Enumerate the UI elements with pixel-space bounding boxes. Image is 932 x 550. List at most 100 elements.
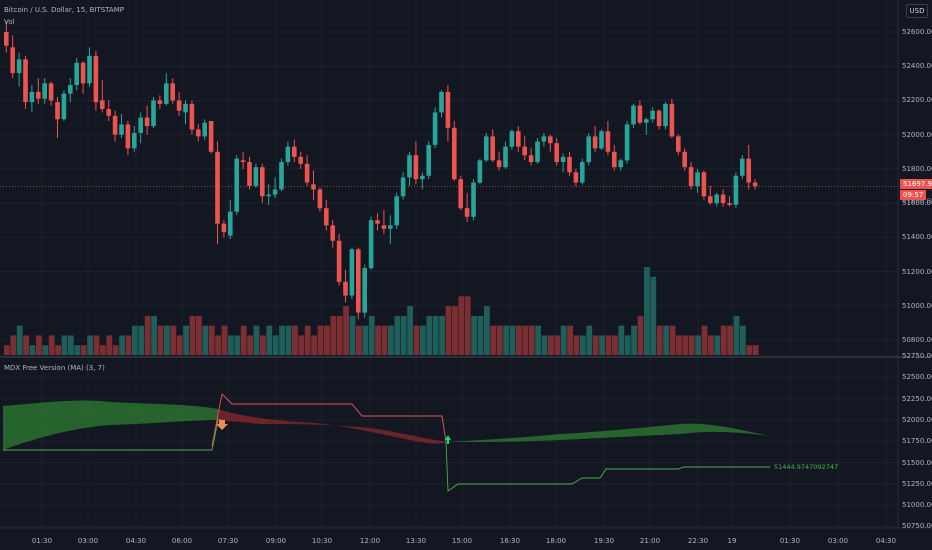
volume-bar (132, 325, 138, 355)
candle-body (375, 220, 380, 224)
candle-body (746, 158, 751, 183)
candle-body (464, 208, 470, 217)
volume-bar (42, 345, 49, 355)
candle-body (528, 155, 534, 163)
candle-body (4, 32, 9, 46)
candle-body (432, 112, 438, 145)
volume-bar (189, 315, 196, 355)
time-axis-label: 04:30 (875, 537, 897, 545)
candle-body (157, 100, 163, 104)
volume-bar (266, 325, 273, 355)
candle-body (381, 225, 387, 229)
volume-bar (516, 325, 522, 355)
candle-body (599, 131, 604, 149)
candle-body (138, 117, 143, 133)
candle-body (23, 59, 28, 103)
volume-bar (452, 306, 458, 355)
volume-bar (228, 335, 234, 355)
indicator-value-label: 51444.9747092747 (774, 463, 839, 471)
price-axis-label: 51600.00 (902, 199, 932, 208)
time-axis-label: 19 (727, 537, 737, 545)
candle-body (100, 100, 105, 109)
candle-body (592, 136, 598, 149)
volume-bar (548, 335, 554, 355)
volume-bar (362, 325, 369, 355)
volume-bar (746, 345, 753, 355)
candle-body (452, 127, 457, 180)
candle-body (445, 91, 451, 128)
candle-body (317, 189, 323, 209)
candle-body (266, 194, 271, 197)
time-axis-label: 18:00 (545, 537, 567, 545)
candle-body (669, 103, 675, 137)
volume-bar (10, 335, 17, 355)
indicator-title[interactable]: MDX Free Version (MA) (3, 7) (4, 364, 105, 372)
candle-body (311, 184, 316, 190)
volume-bar (68, 335, 74, 355)
volume-label[interactable]: Vol (4, 18, 15, 26)
volume-bar (740, 325, 746, 355)
time-axis-label: 03:00 (77, 537, 99, 545)
indicator-axis-label: 52750.00 (902, 352, 932, 360)
volume-bar (343, 306, 349, 355)
currency-button[interactable]: USD (906, 4, 928, 18)
volume-bar (714, 335, 721, 355)
volume-bar (624, 335, 631, 355)
volume-bar (125, 335, 132, 355)
candle-body (36, 91, 41, 99)
volume-bar (260, 335, 266, 355)
candle-body (682, 151, 687, 168)
time-axis-label: 07:30 (217, 537, 239, 545)
candle-body (221, 223, 227, 233)
volume-bar (535, 325, 541, 355)
indicator-axis-label: 52250.00 (902, 394, 932, 403)
indicator-axis-label: 51750.00 (902, 437, 932, 446)
candle-body (650, 110, 655, 120)
candle-body (714, 194, 719, 204)
volume-bar (720, 325, 727, 355)
volume-bar (490, 325, 497, 355)
volume-bar (74, 345, 81, 355)
volume-bar (375, 325, 381, 355)
volume-bar (567, 325, 573, 355)
symbol-title[interactable]: Bitcoin / U.S. Dollar, 15, BITSTAMP (4, 6, 124, 14)
candle-body (215, 151, 220, 224)
candle-body (496, 160, 502, 168)
indicator-band-red (218, 409, 448, 444)
time-axis-label: 13:30 (405, 537, 427, 545)
volume-bar (503, 325, 509, 355)
volume-bar (413, 325, 420, 355)
price-axis-label: 52000.00 (902, 130, 932, 139)
candle-body (74, 62, 79, 86)
candle-body (420, 175, 425, 180)
volume-bar (317, 325, 324, 355)
price-axis-label: 52600.00 (902, 28, 932, 36)
candle-body (189, 103, 195, 130)
candle-body (509, 131, 515, 147)
candle-body (330, 225, 335, 241)
volume-bar (445, 306, 452, 355)
candle-body (426, 144, 431, 176)
indicator-pane (3, 393, 770, 492)
candle-body (535, 141, 540, 163)
volume-bar (221, 325, 228, 355)
volume-bar (426, 315, 433, 355)
volume-bar (311, 335, 317, 355)
candle-body (183, 103, 188, 113)
candle-body (61, 93, 67, 120)
candle-body (573, 172, 579, 183)
volume-bar (208, 325, 215, 355)
volume-bar (458, 296, 465, 355)
volume-bar (368, 315, 375, 355)
candle-body (228, 211, 233, 236)
candle-body (605, 131, 611, 152)
volume-bar (701, 325, 708, 355)
candle-body (106, 109, 111, 116)
volume-bar (138, 325, 145, 355)
candle-body (349, 249, 355, 296)
candle-body (503, 146, 508, 168)
candle-body (42, 83, 47, 99)
volume-bar (477, 315, 484, 355)
volume-bar (631, 325, 637, 355)
